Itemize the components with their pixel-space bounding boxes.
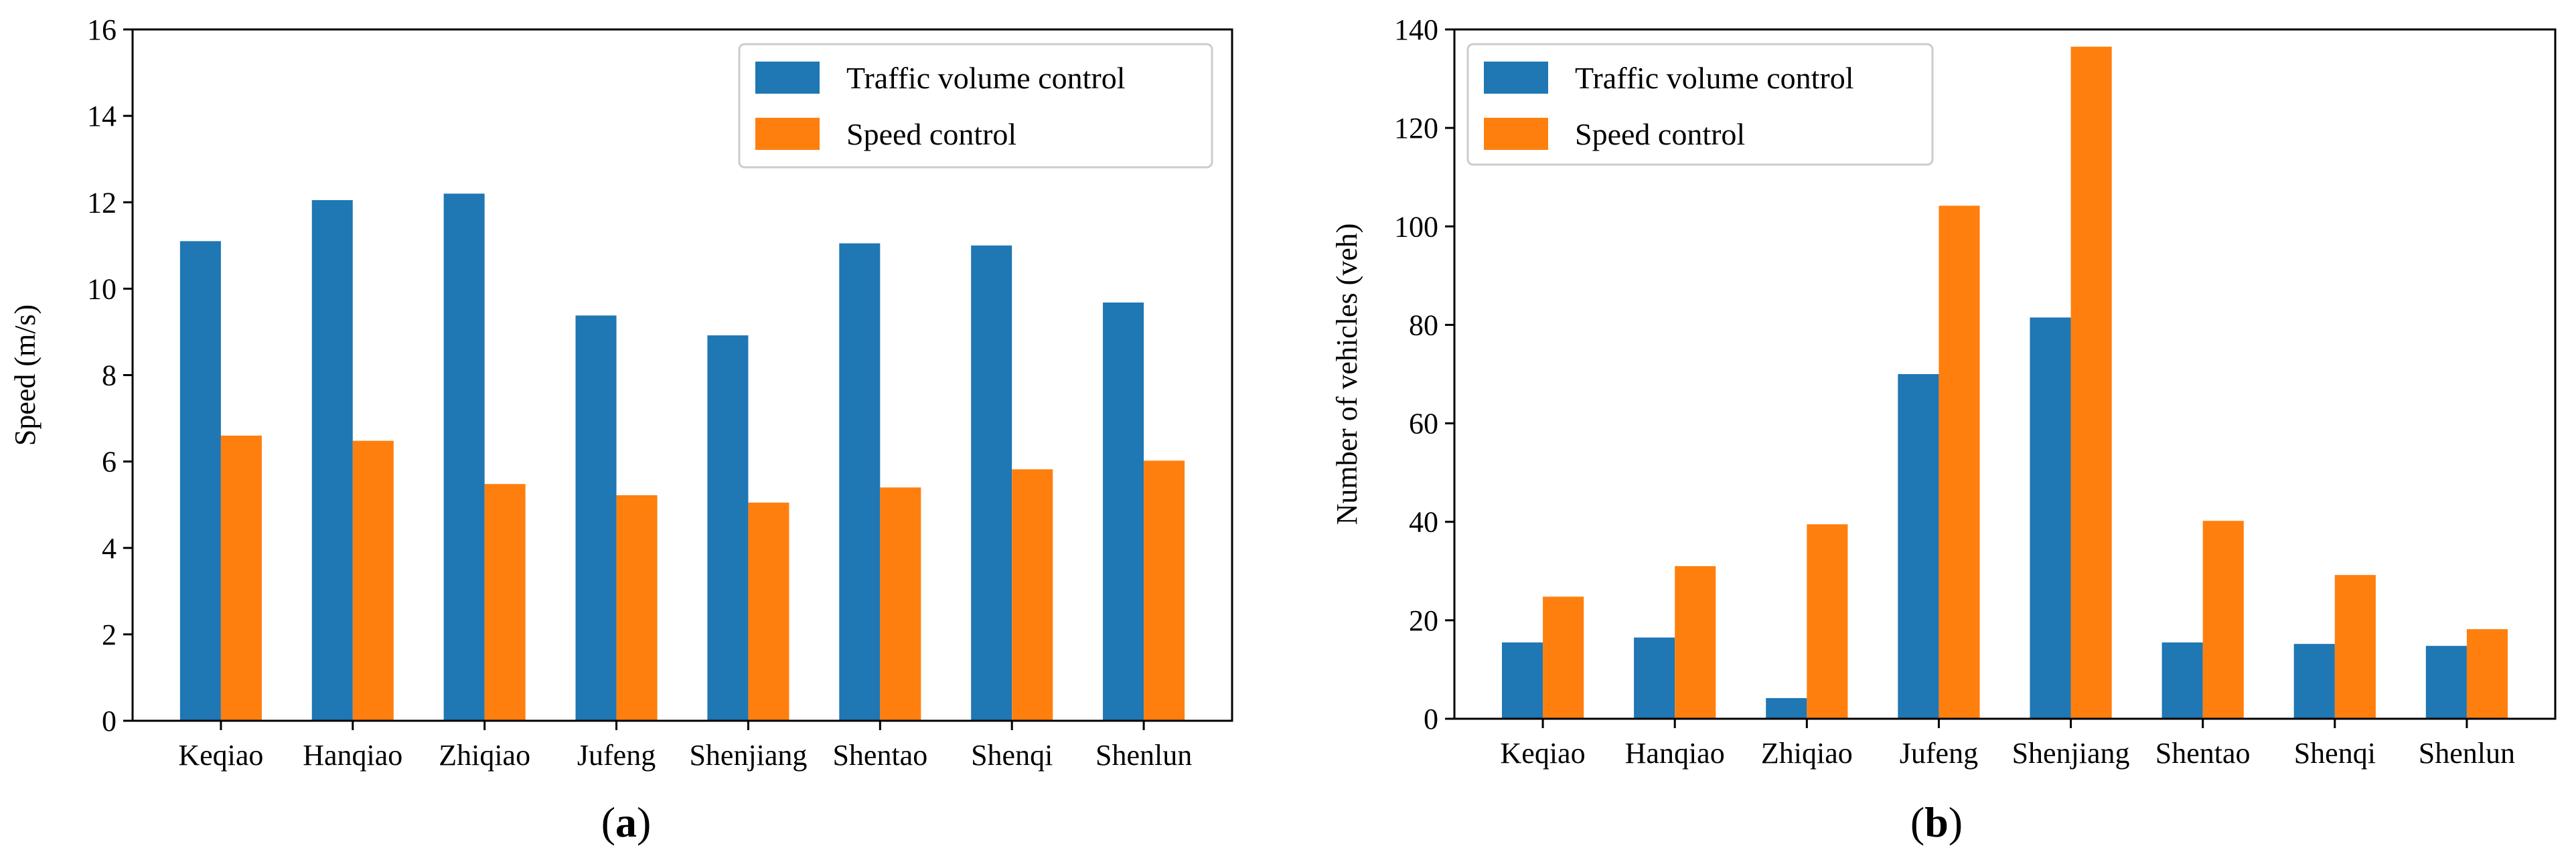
bar-speed-control-shentao [880, 487, 921, 721]
bar-speed-control-shenqi [2334, 575, 2376, 719]
bar-traffic-volume-shenjiang [2030, 317, 2071, 719]
y-tick-label: 100 [1394, 210, 1438, 243]
y-tick-label: 10 [87, 272, 117, 305]
bar-speed-control-keqiao [220, 435, 262, 721]
y-tick-label: 0 [1424, 703, 1438, 735]
legend-label-traffic-volume: Traffic volume control [1575, 61, 1854, 95]
legend-swatch-traffic-volume [1484, 62, 1548, 94]
y-tick-label: 16 [87, 13, 117, 46]
y-tick-label: 8 [102, 359, 117, 392]
bar-traffic-volume-shenlun [2425, 646, 2467, 719]
x-tick-label: Shenjiang [2012, 737, 2130, 770]
bar-traffic-volume-shentao [2162, 642, 2203, 719]
x-tick-label: Hanqiao [1625, 737, 1725, 770]
y-tick-label: 14 [87, 100, 117, 133]
bar-speed-control-shenlun [2466, 629, 2508, 719]
y-tick-label: 120 [1394, 112, 1438, 145]
legend-swatch-speed-control [755, 118, 820, 150]
panel-label-open: ( [601, 798, 615, 846]
x-tick-label: Zhiqiao [439, 739, 530, 772]
y-tick-label: 0 [102, 705, 117, 737]
panel-label-close: ) [637, 798, 651, 846]
y-axis-label: Number of vehicles (veh) [1331, 224, 1363, 525]
y-tick-label: 4 [102, 532, 117, 565]
bar-traffic-volume-shenqi [971, 245, 1012, 721]
legend-label-speed-control: Speed control [846, 117, 1016, 151]
y-tick-label: 12 [87, 186, 117, 219]
chart-speed: 0 2 4 6 8 10 12 14 16 Keqiao Hanqiao Zhiqiao Jufeng S… [9, 13, 1233, 846]
panel-label: (a) [601, 798, 652, 846]
legend-box [1466, 43, 1934, 166]
bar-traffic-volume-jufeng [575, 315, 617, 721]
bar-speed-control-jufeng [616, 495, 658, 721]
legend-swatch-speed-control [1484, 118, 1548, 150]
y-tick-label: 140 [1394, 13, 1438, 46]
x-tick-label: Hanqiao [303, 739, 402, 772]
y-tick-label: 80 [1409, 309, 1438, 341]
bar-traffic-volume-shenlun [1103, 302, 1144, 721]
x-tick-label: Jufeng [577, 739, 656, 772]
panel-label-letter: b [1924, 798, 1949, 846]
panel-label-open: ( [1910, 798, 1924, 846]
panel-label: (b) [1910, 798, 1963, 846]
x-tick-label: Shenlun [1095, 739, 1192, 772]
legend-label-traffic-volume: Traffic volume control [846, 61, 1126, 95]
bar-traffic-volume-shenqi [2293, 644, 2335, 719]
x-tick-label: Shenqi [971, 739, 1053, 772]
bar-traffic-volume-shentao [839, 243, 881, 721]
bar-speed-control-shenjiang [2070, 46, 2112, 719]
y-tick-label: 60 [1409, 408, 1438, 440]
bar-speed-control-shenqi [1012, 469, 1053, 721]
y-tick-label: 40 [1409, 506, 1438, 539]
bar-speed-control-shenlun [1144, 460, 1185, 721]
bar-speed-control-jufeng [1939, 205, 1980, 719]
bar-speed-control-hanqiao [1675, 566, 1716, 719]
y-tick-label: 6 [102, 446, 117, 479]
y-tick-label: 20 [1409, 604, 1438, 637]
bar-speed-control-keqiao [1543, 596, 1584, 719]
legend-label-speed-control: Speed control [1575, 117, 1745, 151]
bar-traffic-volume-jufeng [1898, 374, 1939, 719]
x-tick-label: Shentao [832, 739, 927, 772]
bar-traffic-volume-keqiao [1501, 642, 1543, 719]
bar-traffic-volume-keqiao [179, 241, 221, 721]
legend-box [738, 43, 1213, 169]
bar-speed-control-zhiqiao [484, 484, 526, 721]
bar-traffic-volume-hanqiao [311, 200, 353, 721]
x-tick-label: Zhiqiao [1761, 737, 1853, 770]
bar-traffic-volume-zhiqiao [443, 193, 485, 721]
bar-traffic-volume-zhiqiao [1766, 698, 1807, 719]
y-axis-label: Speed (m/s) [9, 305, 42, 446]
y-tick-label: 2 [102, 618, 117, 651]
panel-label-letter: a [615, 798, 637, 846]
x-tick-label: Shenqi [2294, 737, 2376, 770]
bar-speed-control-shentao [2202, 521, 2244, 719]
bar-speed-control-hanqiao [352, 440, 394, 721]
x-tick-label: Shenlun [2419, 737, 2515, 770]
plot-frame [1453, 28, 2557, 720]
x-tick-label: Shenjiang [689, 739, 807, 772]
x-tick-label: Jufeng [1900, 737, 1978, 770]
bar-speed-control-zhiqiao [1807, 524, 1848, 719]
panel-label-close: ) [1949, 798, 1963, 846]
bar-traffic-volume-hanqiao [1634, 637, 1675, 719]
legend-swatch-traffic-volume [755, 62, 820, 94]
x-tick-label: Shentao [2155, 737, 2251, 770]
x-tick-label: Keqiao [178, 739, 263, 772]
bar-speed-control-shenjiang [748, 502, 789, 721]
bar-traffic-volume-shenjiang [707, 335, 749, 721]
chart-vehicles: 0 20 40 60 80 100 120 140 Keqiao Hanqiao Zhiqiao Ju… [1331, 13, 2557, 846]
x-tick-label: Keqiao [1501, 737, 1586, 770]
